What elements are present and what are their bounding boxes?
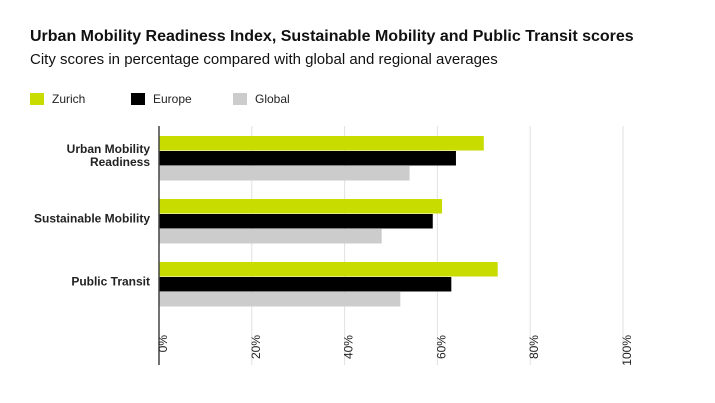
- bar-global-1: [159, 229, 382, 244]
- tick-label-40: 40%: [342, 335, 356, 359]
- legend-item-zurich: Zurich: [30, 92, 85, 106]
- bar-zurich-1: [159, 199, 443, 214]
- chart-title: Urban Mobility Readiness Index, Sustaina…: [30, 28, 634, 45]
- legend-label-europe: Europe: [153, 92, 192, 106]
- tick-label-60: 60%: [434, 335, 448, 359]
- legend-label-global: Global: [255, 92, 290, 106]
- category-label-1: Sustainable Mobility: [34, 212, 150, 226]
- category-label-2: Public Transit: [71, 275, 150, 289]
- legend-swatch-global: [233, 93, 247, 105]
- bar-zurich-2: [159, 262, 498, 277]
- legend-item-europe: Europe: [131, 92, 192, 106]
- category-label-line: Public Transit: [71, 275, 150, 289]
- category-label-0: Urban Mobility Readiness: [67, 142, 151, 169]
- legend-swatch-zurich: [30, 93, 44, 105]
- bar-global-0: [159, 166, 410, 181]
- tick-label-80: 80%: [527, 335, 541, 359]
- tick-label-0: 0%: [156, 335, 170, 353]
- category-label-line: Sustainable Mobility: [34, 212, 150, 226]
- tick-label-100: 100%: [620, 335, 634, 366]
- category-label-line: Readiness: [90, 155, 150, 169]
- legend-swatch-europe: [131, 93, 145, 105]
- category-label-line: Urban Mobility: [67, 142, 151, 156]
- bar-europe-1: [159, 214, 433, 229]
- bar-global-2: [159, 292, 401, 307]
- legend-item-global: Global: [233, 92, 290, 106]
- bar-europe-0: [159, 151, 456, 166]
- chart-subtitle: City scores in percentage compared with …: [30, 51, 498, 68]
- legend-label-zurich: Zurich: [52, 92, 86, 106]
- bar-zurich-0: [159, 136, 484, 151]
- bar-europe-2: [159, 277, 452, 292]
- tick-label-20: 20%: [249, 335, 263, 359]
